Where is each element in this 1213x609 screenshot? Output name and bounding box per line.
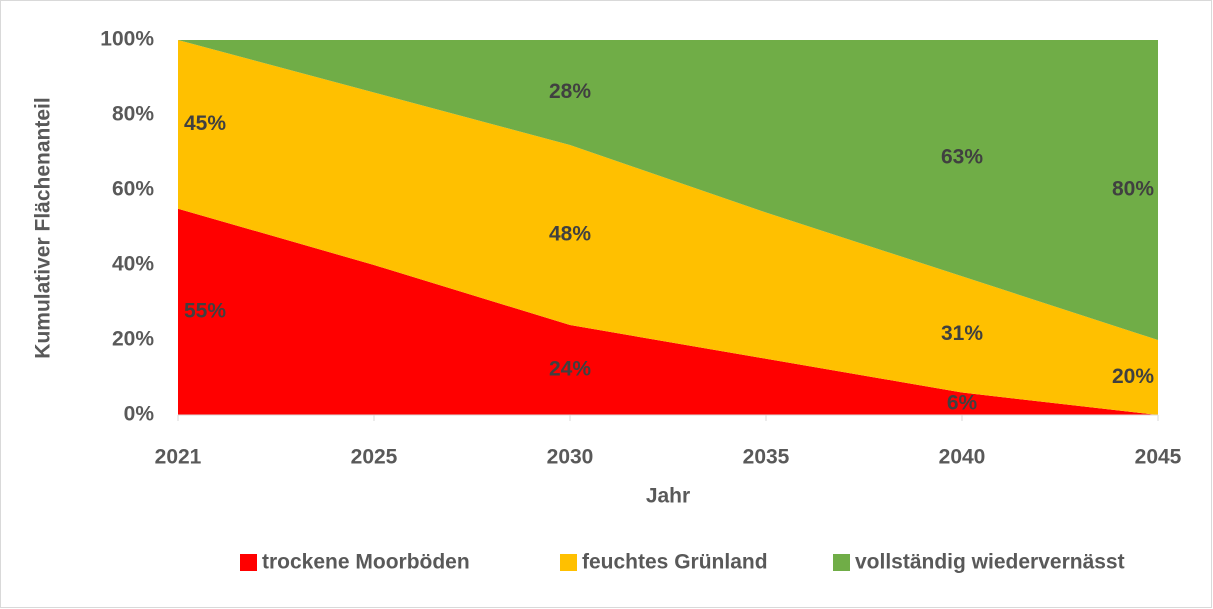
data-label: 63% <box>941 146 983 169</box>
legend-swatch <box>833 554 850 571</box>
x-tick-label: 2040 <box>939 446 986 469</box>
legend-swatch <box>240 554 257 571</box>
data-label: 24% <box>549 358 591 381</box>
y-tick-label: 0% <box>124 403 155 426</box>
y-tick-label: 20% <box>112 328 154 351</box>
data-label: 45% <box>184 112 226 135</box>
y-axis-title: Kumulativer Flächenanteil <box>32 97 55 358</box>
legend-label: feuchtes Grünland <box>582 551 768 574</box>
y-tick-label: 100% <box>100 28 154 51</box>
y-tick-label: 80% <box>112 103 154 126</box>
legend-label: vollständig wiedervernässt <box>855 551 1125 574</box>
legend-swatch <box>560 554 577 571</box>
y-tick-label: 40% <box>112 253 154 276</box>
area <box>178 40 1158 415</box>
x-tick-label: 2021 <box>155 446 202 469</box>
y-tick-label: 60% <box>112 178 154 201</box>
x-tick-label: 2045 <box>1135 446 1182 469</box>
area <box>178 40 1158 340</box>
data-label: 80% <box>1112 178 1154 201</box>
data-label: 6% <box>947 391 978 414</box>
data-label: 28% <box>549 80 591 103</box>
data-label: 31% <box>941 322 983 345</box>
data-label: 20% <box>1112 365 1154 388</box>
area <box>178 208 1158 415</box>
x-tick-label: 2030 <box>547 446 594 469</box>
x-tick-label: 2025 <box>351 446 398 469</box>
x-axis-title: Jahr <box>646 485 690 508</box>
legend-label: trockene Moorböden <box>262 551 470 574</box>
data-label: 48% <box>549 223 591 246</box>
data-label: 55% <box>184 299 226 322</box>
x-tick-label: 2035 <box>743 446 790 469</box>
